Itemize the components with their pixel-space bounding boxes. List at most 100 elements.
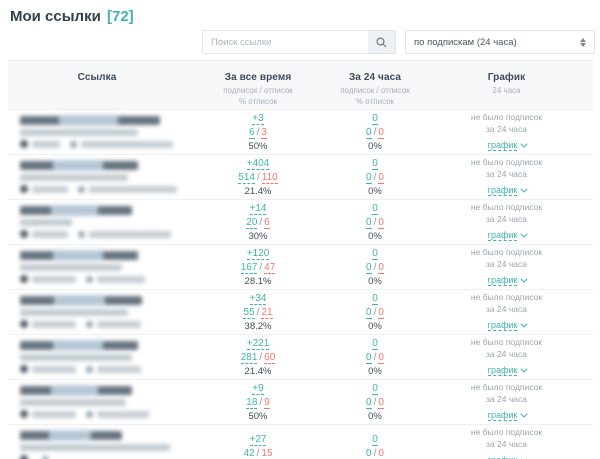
all-time-unsubs[interactable]: 60 bbox=[264, 351, 276, 364]
all-time-unsubs[interactable]: 47 bbox=[264, 261, 276, 274]
day-stats-cell: 0 0/0 bbox=[366, 434, 384, 459]
all-time-delta[interactable]: +221 bbox=[246, 337, 270, 350]
chart-link[interactable]: график bbox=[487, 185, 528, 197]
day-delta[interactable]: 0 bbox=[372, 292, 378, 305]
link-cell[interactable] bbox=[8, 338, 186, 374]
day-subs[interactable]: 0 bbox=[366, 306, 372, 319]
search-input[interactable] bbox=[202, 30, 368, 54]
all-time-subs[interactable]: 514 bbox=[238, 171, 255, 184]
bot-icon bbox=[86, 275, 93, 283]
table-header: Ссылка За все время подписок / отписок %… bbox=[8, 60, 593, 110]
link-cell[interactable] bbox=[8, 428, 186, 459]
page-title-text: Мои ссылки bbox=[10, 8, 101, 25]
day-unsubs[interactable]: 0 bbox=[378, 261, 384, 274]
channel-icon bbox=[20, 140, 28, 148]
redacted-link-meta bbox=[20, 230, 186, 239]
redacted-link-url bbox=[20, 263, 186, 271]
day-delta[interactable]: 0 bbox=[372, 247, 378, 260]
links-table: Ссылка За все время подписок / отписок %… bbox=[8, 60, 593, 459]
all-time-delta[interactable]: +3 bbox=[252, 112, 264, 125]
table-row: +27 42/15 0 0/0 не было подписок за 24 ч… bbox=[8, 425, 593, 459]
all-time-subs[interactable]: 18 bbox=[246, 396, 258, 409]
redacted-link-meta bbox=[20, 320, 186, 329]
all-time-delta[interactable]: +27 bbox=[249, 434, 267, 446]
day-subs[interactable]: 0 bbox=[366, 216, 372, 229]
bot-icon bbox=[86, 365, 93, 373]
bot-icon bbox=[42, 455, 49, 459]
day-subs[interactable]: 0 bbox=[366, 396, 372, 409]
day-unsubs[interactable]: 0 bbox=[378, 216, 384, 229]
search-button[interactable] bbox=[368, 30, 396, 54]
chart-link[interactable]: график bbox=[487, 320, 528, 332]
day-unsub-pct: 0% bbox=[368, 275, 382, 287]
header-chart: График bbox=[487, 72, 526, 83]
redacted-link-meta bbox=[20, 275, 186, 284]
all-time-subs[interactable]: 281 bbox=[240, 351, 258, 364]
all-time-subs[interactable]: 20 bbox=[246, 216, 258, 229]
day-delta[interactable]: 0 bbox=[372, 202, 378, 215]
redacted-link-meta bbox=[20, 140, 186, 149]
all-time-subs[interactable]: 167 bbox=[240, 261, 258, 274]
all-time-unsubs[interactable]: 15 bbox=[261, 448, 273, 459]
chart-cell: не было подписок за 24 часа график bbox=[420, 201, 593, 244]
day-unsubs[interactable]: 0 bbox=[378, 306, 384, 319]
all-time-subs[interactable]: 42 bbox=[243, 448, 255, 459]
all-time-delta[interactable]: +14 bbox=[249, 202, 267, 215]
all-time-delta[interactable]: +120 bbox=[246, 247, 270, 260]
day-subs[interactable]: 0 bbox=[366, 351, 372, 364]
day-subs[interactable]: 0 bbox=[366, 126, 372, 139]
link-cell[interactable] bbox=[8, 158, 186, 194]
chart-link[interactable]: график bbox=[487, 140, 528, 152]
day-unsubs[interactable]: 0 bbox=[378, 396, 384, 409]
all-time-unsubs[interactable]: 3 bbox=[261, 126, 267, 139]
link-cell[interactable] bbox=[8, 293, 186, 329]
all-time-stats-cell: +9 18/9 50% bbox=[246, 382, 270, 422]
day-unsub-pct: 0% bbox=[368, 410, 382, 422]
all-time-stats-cell: +3 6/3 50% bbox=[248, 112, 268, 152]
link-cell[interactable] bbox=[8, 113, 186, 149]
day-unsubs[interactable]: 0 bbox=[378, 126, 384, 139]
all-time-unsubs[interactable]: 110 bbox=[261, 171, 278, 184]
all-time-delta[interactable]: +34 bbox=[249, 292, 267, 305]
chart-link[interactable]: график bbox=[487, 410, 528, 422]
all-time-subs[interactable]: 6 bbox=[249, 126, 255, 139]
day-unsubs[interactable]: 0 bbox=[378, 351, 384, 364]
chart-link[interactable]: график bbox=[487, 275, 528, 287]
day-delta[interactable]: 0 bbox=[372, 337, 378, 350]
table-body: +3 6/3 50% 0 0/0 0% не было подписок за … bbox=[8, 110, 593, 459]
all-time-unsubs[interactable]: 6 bbox=[264, 216, 270, 229]
day-delta[interactable]: 0 bbox=[372, 112, 378, 125]
day-delta[interactable]: 0 bbox=[372, 434, 378, 446]
all-time-subs[interactable]: 55 bbox=[243, 306, 255, 319]
chart-cell: не было подписок за 24 часа график bbox=[420, 291, 593, 334]
day-delta[interactable]: 0 bbox=[372, 157, 378, 170]
chart-link[interactable]: график bbox=[487, 365, 528, 377]
header-24h-sub1: подписок / отписок bbox=[340, 86, 410, 95]
day-unsubs[interactable]: 0 bbox=[378, 448, 384, 459]
chevron-down-icon bbox=[520, 410, 528, 418]
redacted-link-name bbox=[20, 428, 186, 442]
day-unsubs[interactable]: 0 bbox=[378, 171, 384, 184]
channel-icon bbox=[20, 275, 28, 283]
day-subs[interactable]: 0 bbox=[366, 448, 372, 459]
link-cell[interactable] bbox=[8, 248, 186, 284]
all-time-unsubs[interactable]: 9 bbox=[264, 396, 270, 409]
sort-select[interactable]: по подпискам (24 часа) bbox=[405, 30, 595, 54]
link-cell[interactable] bbox=[8, 203, 186, 239]
chart-link[interactable]: график bbox=[487, 230, 528, 242]
day-delta[interactable]: 0 bbox=[372, 382, 378, 395]
bot-icon bbox=[78, 230, 85, 238]
day-subs[interactable]: 0 bbox=[366, 171, 372, 184]
redacted-link-meta bbox=[20, 455, 186, 459]
day-subs[interactable]: 0 bbox=[366, 261, 372, 274]
all-time-unsubs[interactable]: 21 bbox=[261, 306, 273, 319]
redacted-link-name bbox=[20, 113, 186, 127]
channel-icon bbox=[20, 230, 28, 238]
all-time-delta[interactable]: +9 bbox=[252, 382, 264, 395]
table-row: +14 20/6 30% 0 0/0 0% не было подписок з… bbox=[8, 200, 593, 245]
all-time-delta[interactable]: +404 bbox=[246, 157, 270, 170]
all-time-stats-cell: +221 281/60 21.4% bbox=[240, 337, 276, 377]
chart-link[interactable]: график bbox=[488, 455, 528, 459]
link-cell[interactable] bbox=[8, 383, 186, 419]
day-stats-cell: 0 0/0 0% bbox=[366, 157, 384, 197]
